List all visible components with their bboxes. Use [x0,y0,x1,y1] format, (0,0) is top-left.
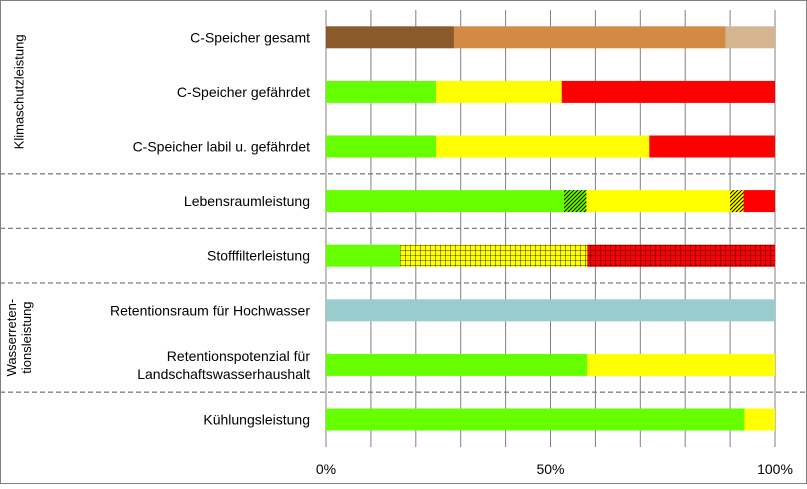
bar-segment [649,135,775,158]
row-label: Lebensraumleistung [184,193,310,209]
group-label: tionsleistung [19,301,34,373]
x-axis-ticks: 0% 50% 100% [316,461,793,477]
bar-segment [725,26,775,49]
bar-segment [326,244,401,267]
row-label: C-Speicher labil u. gefährdet [133,139,311,155]
group-label: Klimaschutzleistung [11,34,26,149]
bar-segment-hatch [400,244,588,267]
bar-segment-hatch [587,244,775,267]
bar-segment-hatch [563,190,587,213]
group-separators [0,173,807,393]
group-label: Wasserreten- [4,299,19,377]
bar-segment-hatch [730,190,744,213]
bars [326,26,775,431]
bar-segment [326,80,437,103]
bar-segment [744,408,775,431]
bar-segment [326,408,745,431]
row-label: Kühlungsleistung [203,412,310,428]
row-label: Landschaftswasserhaushalt [137,366,310,382]
bar-segment [326,190,564,213]
x-tick-label: 50% [536,461,564,477]
bar-segment [743,190,775,213]
bar-segment [453,26,726,49]
row-labels: C-Speicher gesamt C-Speicher gefährdet C-S… [110,29,310,427]
bar-segment [326,135,437,158]
row-label: Retentionspotenzial für [167,348,311,364]
bar-segment [436,135,650,158]
row-label: C-Speicher gefährdet [177,84,310,100]
x-tick-label: 100% [757,461,793,477]
x-tick-label: 0% [316,461,336,477]
row-label: Stofffilterleistung [207,248,310,264]
bar-segment [587,353,775,376]
row-label: C-Speicher gesamt [190,29,310,45]
group-labels: Klimaschutzleistung Wasserreten-tionsleis… [4,34,34,376]
row-label: Retentionsraum für Hochwasser [110,302,310,318]
bar-segment [586,190,731,213]
bar-segment [561,80,775,103]
bar-segment [436,80,562,103]
bar-segment [326,26,454,49]
bar-segment [326,299,775,322]
bar-segment [326,353,588,376]
